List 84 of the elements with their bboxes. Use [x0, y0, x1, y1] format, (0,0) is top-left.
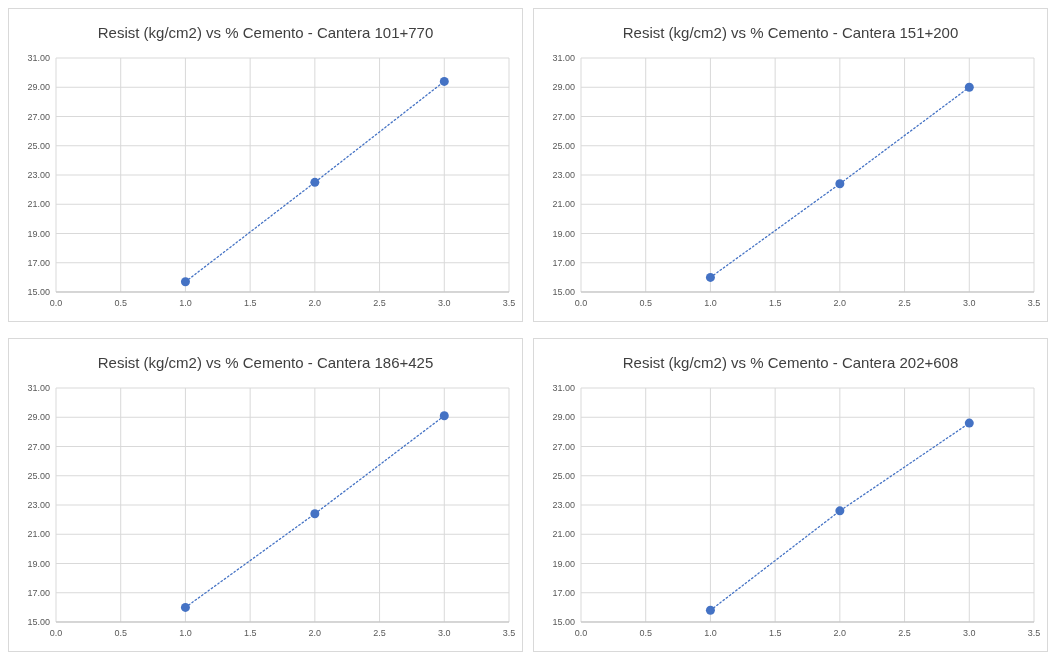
- x-tick-label: 2.5: [373, 628, 386, 638]
- x-tick-label: 3.5: [502, 298, 516, 308]
- x-tick-label: 1.5: [243, 298, 257, 308]
- x-tick-label: 3.5: [502, 628, 516, 638]
- x-tick-label: 0.5: [114, 298, 127, 308]
- y-tick-label: 31.00: [552, 383, 575, 394]
- y-tick-label: 25.00: [27, 470, 50, 481]
- x-tick-label: 0.0: [574, 298, 588, 308]
- x-tick-label: 2.5: [898, 628, 911, 638]
- y-tick-label: 19.00: [27, 558, 50, 569]
- x-tick-label: 1.0: [704, 298, 717, 308]
- point: [964, 418, 974, 428]
- x-tick-label: 0.0: [49, 628, 63, 638]
- y-tick-label: 29.00: [552, 412, 575, 423]
- y-tick-label: 17.00: [552, 587, 575, 598]
- y-tick-label: 25.00: [552, 140, 575, 151]
- point: [705, 272, 715, 282]
- x-tick-label: 3.0: [963, 628, 976, 638]
- y-tick-label: 17.00: [27, 257, 50, 268]
- y-tick-label: 23.00: [552, 170, 575, 181]
- chart-title: Resist (kg/cm2) vs % Cemento - Cantera 186+425: [97, 354, 434, 371]
- point: [180, 277, 190, 287]
- point: [310, 177, 320, 187]
- y-tick-label: 23.00: [27, 500, 50, 511]
- point: [835, 179, 845, 189]
- x-tick-label: 2.0: [833, 298, 847, 308]
- y-tick-label: 31.00: [27, 53, 50, 64]
- x-tick-label: 1.5: [243, 628, 257, 638]
- y-tick-label: 27.00: [27, 441, 50, 452]
- chart-title: Resist (kg/cm2) vs % Cemento - Cantera 101+770: [97, 24, 434, 41]
- x-tick-label: 1.5: [768, 298, 782, 308]
- x-tick-label: 1.5: [768, 628, 782, 638]
- y-tick-label: 25.00: [27, 140, 50, 151]
- x-tick-label: 3.0: [963, 298, 976, 308]
- y-tick-label: 29.00: [552, 82, 575, 93]
- x-tick-label: 1.0: [704, 628, 717, 638]
- y-tick-label: 21.00: [27, 529, 50, 540]
- y-tick-label: 21.00: [552, 199, 575, 210]
- y-tick-label: 25.00: [552, 470, 575, 481]
- point: [180, 602, 190, 612]
- point: [705, 605, 715, 615]
- x-tick-label: 0.5: [114, 628, 127, 638]
- point: [964, 82, 974, 92]
- x-tick-label: 1.0: [179, 298, 192, 308]
- y-tick-label: 15.00: [27, 287, 50, 298]
- y-tick-label: 19.00: [552, 558, 575, 569]
- y-tick-label: 15.00: [552, 617, 575, 628]
- x-tick-label: 0.5: [639, 298, 652, 308]
- x-tick-label: 2.5: [898, 298, 911, 308]
- point: [310, 509, 320, 519]
- y-tick-label: 23.00: [27, 170, 50, 181]
- y-tick-label: 27.00: [27, 111, 50, 122]
- x-tick-label: 2.0: [308, 298, 322, 308]
- x-tick-label: 3.0: [438, 628, 451, 638]
- y-tick-label: 19.00: [552, 228, 575, 239]
- y-tick-label: 27.00: [552, 111, 575, 122]
- y-tick-label: 15.00: [27, 617, 50, 628]
- x-tick-label: 0.0: [49, 298, 63, 308]
- y-tick-label: 31.00: [552, 53, 575, 64]
- x-tick-label: 0.0: [574, 628, 588, 638]
- x-tick-label: 1.0: [179, 628, 192, 638]
- chart-title: Resist (kg/cm2) vs % Cemento - Cantera 151+200: [622, 24, 959, 41]
- y-tick-label: 17.00: [27, 587, 50, 598]
- x-tick-label: 2.5: [373, 298, 386, 308]
- chart-title: Resist (kg/cm2) vs % Cemento - Cantera 202+608: [622, 354, 959, 371]
- y-tick-label: 29.00: [27, 412, 50, 423]
- y-tick-label: 21.00: [27, 199, 50, 210]
- x-tick-label: 3.0: [438, 298, 451, 308]
- y-tick-label: 17.00: [552, 257, 575, 268]
- x-tick-label: 0.5: [639, 628, 652, 638]
- x-tick-label: 2.0: [308, 628, 322, 638]
- y-tick-label: 29.00: [27, 82, 50, 93]
- x-tick-label: 2.0: [833, 628, 847, 638]
- x-tick-label: 3.5: [1027, 298, 1041, 308]
- y-tick-label: 21.00: [552, 529, 575, 540]
- y-tick-label: 31.00: [27, 383, 50, 394]
- x-tick-label: 3.5: [1027, 628, 1041, 638]
- y-tick-label: 15.00: [552, 287, 575, 298]
- point: [835, 506, 845, 516]
- y-tick-label: 27.00: [552, 441, 575, 452]
- y-tick-label: 23.00: [552, 500, 575, 511]
- point: [439, 76, 449, 86]
- y-tick-label: 19.00: [27, 228, 50, 239]
- point: [439, 411, 449, 421]
